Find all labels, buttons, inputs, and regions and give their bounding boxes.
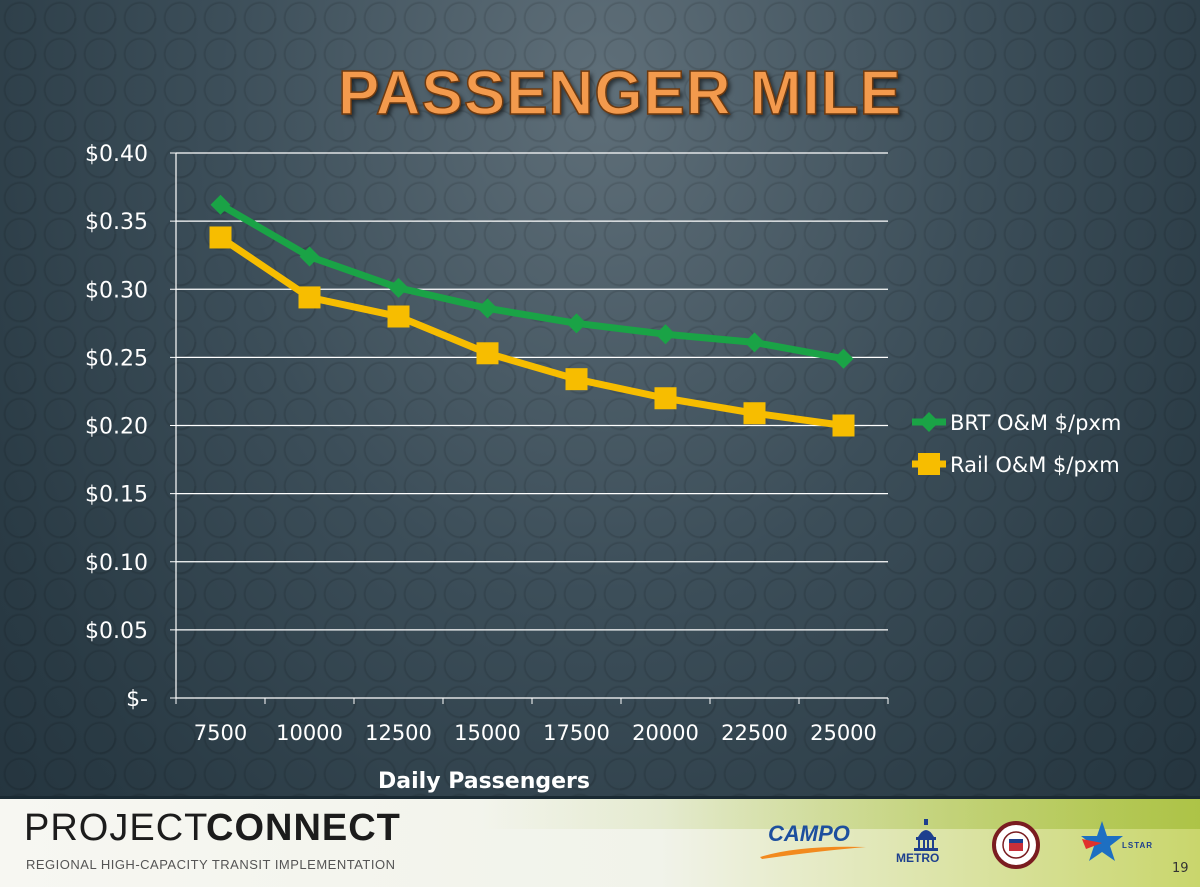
y-tick-label: $0.25	[85, 346, 148, 371]
data-point	[565, 368, 588, 391]
data-point	[566, 313, 587, 334]
data-point	[209, 226, 232, 249]
line-chart: $- $0.05 $0.10 $0.15 $0.20 $0.25 $0.30 $0.35 $0.…	[85, 142, 1121, 794]
series-line	[218, 234, 844, 429]
legend-label: Rail O&M $/pxm	[950, 453, 1120, 477]
x-tick-label: 17500	[543, 721, 610, 745]
y-tick-label: $0.35	[85, 210, 148, 235]
brand-tagline: REGIONAL HIGH-CAPACITY TRANSIT IMPLEMENT…	[26, 857, 396, 872]
data-point	[832, 414, 855, 437]
data-point	[654, 387, 677, 410]
y-tick-label: $0.30	[85, 278, 148, 303]
footer-banner: PROJECT CONNECT REGIONAL HIGH-CAPACITY T…	[0, 796, 1200, 887]
data-point	[833, 348, 854, 369]
y-tick-label: $-	[126, 687, 148, 712]
lstar-logo: LSTAR	[1122, 841, 1154, 850]
y-tick-label: $0.40	[85, 142, 148, 167]
campo-swoosh-icon	[760, 846, 866, 859]
series-brt	[210, 194, 854, 369]
x-tick-label: 10000	[276, 721, 343, 745]
y-tick-label: $0.10	[85, 551, 148, 576]
y-tick-label: $0.20	[85, 415, 148, 440]
campo-logo: CAMPO	[768, 821, 850, 846]
series-lines	[209, 194, 855, 437]
x-tick-label: 25000	[810, 721, 877, 745]
data-point	[655, 324, 676, 345]
x-tick-label: 12500	[365, 721, 432, 745]
legend-marker	[918, 453, 940, 475]
data-point	[299, 246, 320, 267]
gridlines	[176, 152, 888, 631]
x-tick-label: 20000	[632, 721, 699, 745]
x-axis-title: Daily Passengers	[378, 769, 590, 794]
x-tick-label: 22500	[721, 721, 788, 745]
data-point	[477, 298, 498, 319]
data-point	[298, 286, 321, 309]
series-rail	[209, 226, 855, 437]
brand-project: PROJECT	[24, 807, 209, 849]
hexagon-pattern	[0, 0, 1200, 800]
data-point	[388, 277, 409, 298]
data-point	[744, 332, 765, 353]
legend: BRT O&M $/pxm Rail O&M $/pxm	[912, 411, 1121, 477]
data-point	[743, 402, 766, 425]
metro-logo: METRO	[896, 851, 940, 865]
page-number: 19	[1172, 861, 1189, 876]
slide-title: PASSENGER MILE	[337, 58, 903, 129]
legend-item: BRT O&M $/pxm	[912, 411, 1121, 435]
y-tick-label: $0.15	[85, 483, 148, 508]
x-tick-label: 7500	[194, 721, 247, 745]
legend-marker	[919, 412, 939, 432]
lstar-star-icon	[1081, 821, 1123, 861]
y-tick-label: $0.05	[85, 619, 148, 644]
series-line	[218, 201, 845, 363]
legend-label: BRT O&M $/pxm	[950, 411, 1121, 435]
brand-connect: CONNECT	[206, 807, 401, 849]
x-tick-label: 15000	[454, 721, 521, 745]
data-point	[387, 305, 410, 328]
legend-item: Rail O&M $/pxm	[912, 453, 1120, 477]
city-of-austin-seal-icon	[992, 821, 1040, 869]
data-point	[476, 342, 499, 365]
capitol-dome-icon	[914, 819, 938, 851]
axes: $- $0.05 $0.10 $0.15 $0.20 $0.25 $0.30 $0.35 $0.…	[85, 142, 889, 745]
data-point	[210, 194, 231, 215]
